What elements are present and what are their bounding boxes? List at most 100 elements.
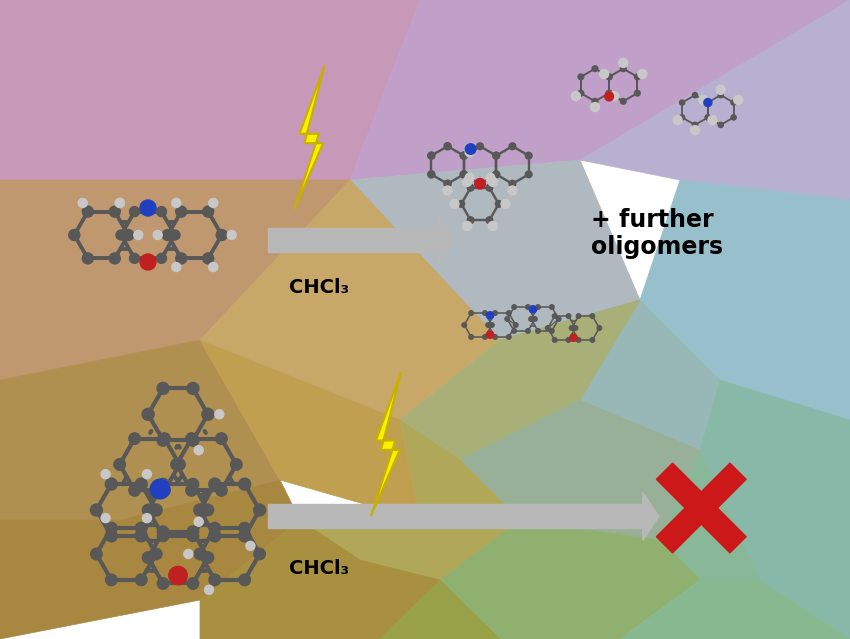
- Circle shape: [150, 479, 170, 499]
- Circle shape: [477, 180, 484, 187]
- Circle shape: [135, 522, 147, 534]
- Circle shape: [493, 335, 497, 339]
- Circle shape: [230, 459, 242, 470]
- Circle shape: [82, 206, 94, 217]
- Circle shape: [699, 95, 708, 104]
- Text: CHCl₃: CHCl₃: [289, 278, 348, 297]
- Circle shape: [679, 115, 685, 120]
- Circle shape: [592, 66, 598, 72]
- Circle shape: [202, 408, 214, 420]
- Circle shape: [590, 337, 595, 343]
- Polygon shape: [640, 180, 850, 420]
- Polygon shape: [643, 492, 659, 541]
- Circle shape: [590, 314, 595, 318]
- Circle shape: [157, 530, 169, 542]
- Circle shape: [114, 459, 126, 470]
- Polygon shape: [460, 400, 700, 540]
- Circle shape: [209, 478, 221, 490]
- Circle shape: [157, 382, 169, 394]
- Circle shape: [143, 514, 151, 523]
- Circle shape: [159, 433, 170, 444]
- Circle shape: [253, 504, 265, 516]
- Circle shape: [507, 311, 511, 315]
- Circle shape: [462, 323, 467, 327]
- Circle shape: [202, 206, 213, 217]
- Circle shape: [153, 231, 162, 240]
- Circle shape: [428, 171, 435, 178]
- Circle shape: [529, 317, 534, 321]
- Circle shape: [606, 74, 612, 80]
- Circle shape: [576, 337, 581, 343]
- Circle shape: [592, 98, 598, 104]
- Circle shape: [718, 122, 723, 128]
- Circle shape: [135, 478, 147, 490]
- Circle shape: [525, 305, 530, 309]
- Circle shape: [239, 530, 251, 542]
- Circle shape: [609, 91, 619, 100]
- Circle shape: [209, 199, 218, 208]
- Circle shape: [209, 522, 220, 534]
- Circle shape: [509, 143, 516, 150]
- Circle shape: [187, 479, 199, 490]
- Circle shape: [142, 504, 154, 516]
- Polygon shape: [400, 300, 640, 460]
- Circle shape: [458, 201, 465, 207]
- Circle shape: [634, 74, 640, 80]
- Circle shape: [209, 263, 218, 272]
- Circle shape: [101, 470, 110, 479]
- Polygon shape: [0, 340, 280, 520]
- Circle shape: [512, 305, 517, 309]
- Circle shape: [536, 328, 541, 333]
- Circle shape: [246, 541, 255, 550]
- Circle shape: [507, 335, 511, 339]
- Circle shape: [116, 230, 126, 240]
- Circle shape: [620, 98, 626, 104]
- Circle shape: [169, 566, 187, 585]
- Circle shape: [673, 116, 682, 125]
- Text: + further
oligomers: + further oligomers: [591, 208, 722, 259]
- Circle shape: [704, 98, 712, 107]
- Circle shape: [638, 70, 647, 79]
- Circle shape: [443, 186, 452, 195]
- Circle shape: [129, 206, 139, 217]
- Circle shape: [157, 578, 169, 589]
- Circle shape: [552, 314, 557, 318]
- Circle shape: [571, 91, 581, 100]
- Circle shape: [172, 199, 181, 208]
- Circle shape: [239, 522, 251, 534]
- Circle shape: [706, 100, 711, 105]
- Polygon shape: [700, 380, 850, 639]
- Circle shape: [530, 305, 536, 313]
- Circle shape: [550, 305, 554, 309]
- Circle shape: [239, 574, 251, 585]
- Circle shape: [734, 95, 743, 104]
- Circle shape: [101, 514, 110, 523]
- Polygon shape: [350, 0, 850, 200]
- Circle shape: [465, 173, 474, 182]
- Circle shape: [533, 317, 537, 321]
- Circle shape: [135, 530, 147, 542]
- Circle shape: [133, 231, 143, 240]
- Circle shape: [679, 100, 685, 105]
- Circle shape: [706, 115, 711, 120]
- Circle shape: [486, 173, 495, 182]
- Circle shape: [718, 93, 723, 98]
- Circle shape: [536, 305, 541, 309]
- Circle shape: [706, 115, 711, 120]
- Circle shape: [194, 517, 203, 527]
- Circle shape: [469, 335, 473, 339]
- Circle shape: [187, 578, 199, 589]
- Circle shape: [186, 433, 197, 444]
- Circle shape: [460, 171, 468, 178]
- Circle shape: [254, 548, 265, 560]
- Circle shape: [578, 74, 584, 80]
- Text: CHCl₃: CHCl₃: [289, 559, 348, 578]
- Circle shape: [493, 311, 497, 315]
- Circle shape: [483, 335, 487, 339]
- Circle shape: [129, 484, 140, 496]
- Circle shape: [78, 199, 88, 208]
- Polygon shape: [268, 227, 439, 252]
- Circle shape: [216, 484, 227, 496]
- Polygon shape: [0, 480, 300, 639]
- Circle shape: [468, 217, 474, 224]
